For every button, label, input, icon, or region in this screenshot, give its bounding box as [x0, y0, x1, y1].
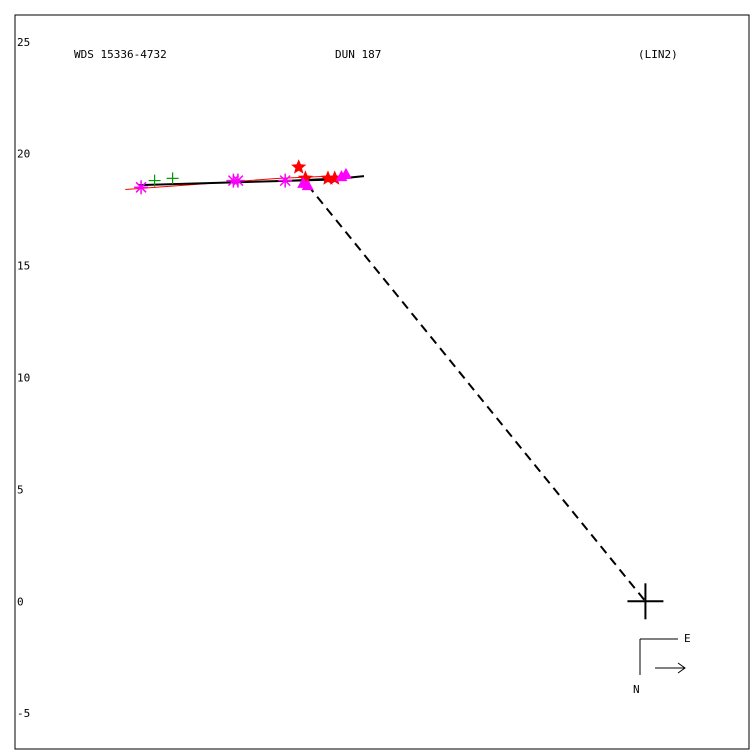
dashed-connector-line — [306, 184, 647, 602]
header-center-label: DUN 187 — [335, 48, 381, 61]
asterisk-marker — [230, 173, 245, 188]
plus-marker — [148, 174, 161, 187]
orientation-indicator: E N — [633, 632, 691, 696]
star-marker — [297, 170, 314, 185]
y-tick-labels: 25 20 15 10 5 0 -5 — [17, 36, 30, 720]
motion-arrow-head — [677, 662, 686, 674]
y-tick-label: 15 — [17, 260, 30, 273]
y-tick-label: 5 — [17, 483, 24, 496]
asterisk-marker — [134, 180, 149, 195]
primary-star-cross — [627, 583, 664, 620]
orientation-east-label: E — [684, 632, 691, 645]
asterisk-marker — [278, 173, 293, 188]
y-tick-label: 25 — [17, 36, 30, 49]
plot-frame — [14, 14, 750, 750]
header-right-label: (LIN2) — [638, 48, 678, 61]
y-tick-label: 0 — [17, 595, 24, 608]
triangle-marker — [297, 176, 310, 188]
orientation-north-label: N — [633, 683, 640, 696]
plus-marker — [166, 172, 179, 185]
y-tick-label: 10 — [17, 372, 30, 385]
header-left-label: WDS 15336-4732 — [74, 48, 167, 61]
star-marker — [291, 159, 307, 174]
data-markers — [134, 159, 352, 195]
fit-lines — [125, 175, 647, 602]
star-marker — [327, 170, 343, 185]
triangle-marker — [339, 167, 352, 179]
red-fit-line — [125, 175, 331, 190]
y-tick-label: -5 — [17, 707, 30, 720]
y-tick-label: 20 — [17, 148, 30, 161]
star-marker — [320, 170, 336, 185]
